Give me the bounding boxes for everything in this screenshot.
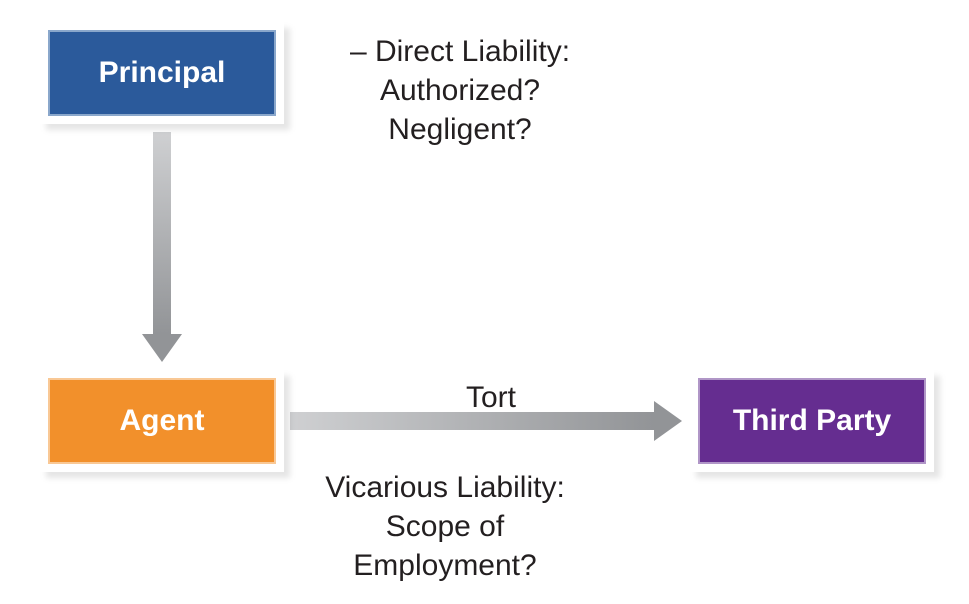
label-line: – Direct Liability: (300, 32, 620, 71)
node-principal-label: Principal (99, 56, 226, 90)
arrow-principal-to-agent (140, 132, 184, 362)
label-direct-liability: – Direct Liability: Authorized? Negligen… (300, 32, 620, 149)
node-principal: Principal (40, 22, 284, 124)
node-agent-label: Agent (120, 404, 205, 438)
node-third-party: Third Party (690, 370, 934, 472)
label-line: Negligent? (300, 110, 620, 149)
node-agent: Agent (40, 370, 284, 472)
label-line: Vicarious Liability: (230, 468, 660, 507)
diagram-canvas: Principal Agent Third Party – Direct Lia… (0, 0, 969, 604)
label-line: Scope of (230, 507, 660, 546)
label-line: Authorized? (300, 71, 620, 110)
node-third-party-label: Third Party (733, 404, 891, 438)
label-line: Employment? (230, 546, 660, 585)
label-line: Tort (300, 378, 682, 417)
label-vicarious-liability: Vicarious Liability: Scope of Employment… (230, 468, 660, 585)
label-tort: Tort (300, 378, 682, 417)
